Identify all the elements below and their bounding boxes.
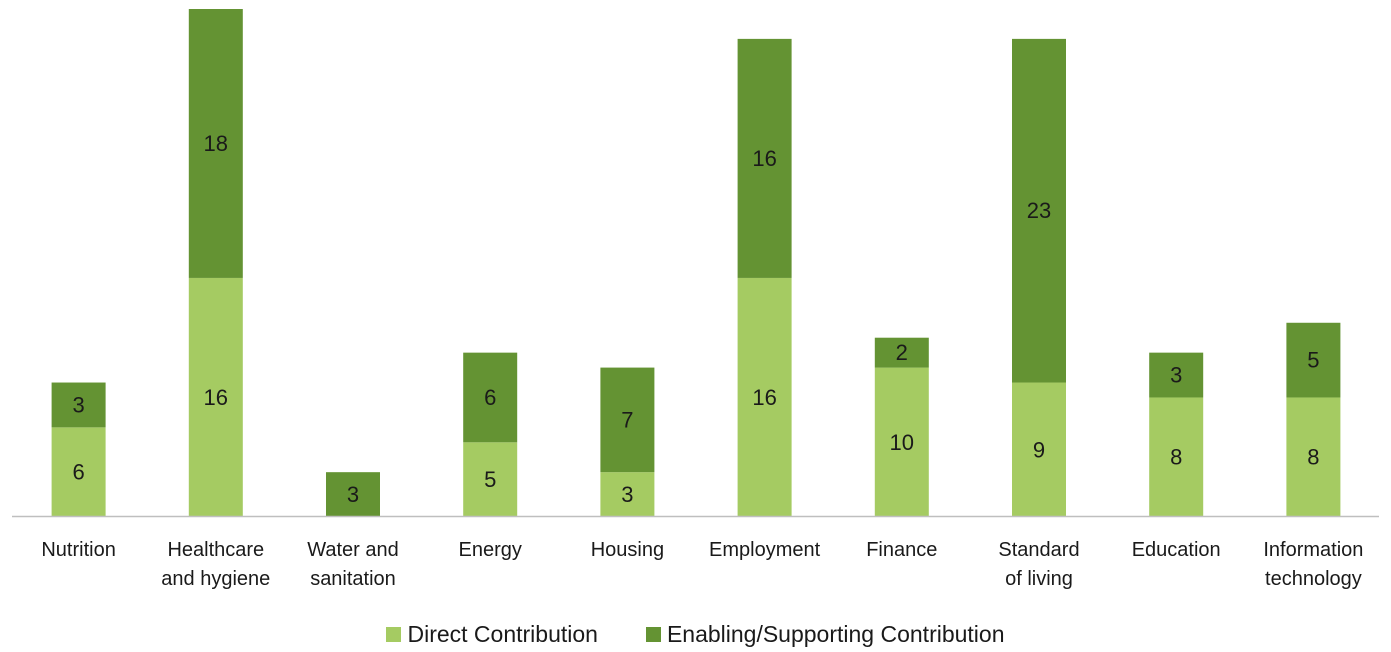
bar-segment-enabling-9 bbox=[1286, 322, 1341, 398]
bar-segment-enabling-3 bbox=[463, 352, 518, 443]
x-tick-label-4: Housing bbox=[591, 539, 664, 561]
x-tick-label-6: Finance bbox=[866, 539, 937, 561]
x-tick-label-0: Nutrition bbox=[41, 539, 115, 561]
data-label-direct-5: 16 bbox=[752, 385, 776, 410]
data-label-enabling-0: 3 bbox=[72, 392, 84, 417]
data-label-direct-0: 6 bbox=[72, 460, 84, 485]
bar-segment-enabling-1 bbox=[188, 9, 243, 278]
legend-swatch-enabling bbox=[645, 626, 661, 642]
bar-segment-direct-4 bbox=[600, 472, 655, 517]
data-label-direct-3: 5 bbox=[484, 467, 496, 492]
bar-segment-enabling-5 bbox=[737, 38, 792, 278]
bar-segment-direct-6 bbox=[874, 367, 929, 517]
x-tick-label-9: Information technology bbox=[1263, 539, 1363, 590]
x-tick-label-line: Housing bbox=[591, 539, 664, 561]
x-tick-label-line: sanitation bbox=[310, 568, 396, 590]
stacked-bar-chart: 6 3 16 18 3 5 6 3 7 16 16 10 2 9 23 8 3 8 5 Nutrition Healt… bbox=[12, 9, 1379, 590]
x-tick-label-line: Finance bbox=[866, 539, 937, 561]
x-tick-label-7: Standard of living bbox=[998, 539, 1079, 590]
x-tick-label-3: Energy bbox=[459, 539, 522, 561]
legend-item-direct: Direct Contribution bbox=[386, 620, 598, 648]
data-label-direct-1: 16 bbox=[204, 385, 228, 410]
data-label-direct-4: 3 bbox=[621, 482, 633, 507]
x-tick-label-8: Education bbox=[1132, 539, 1221, 561]
data-label-enabling-9: 5 bbox=[1307, 348, 1319, 373]
bar-segment-enabling-4 bbox=[600, 367, 655, 473]
data-label-direct-7: 9 bbox=[1033, 437, 1045, 462]
x-tick-label-line: Healthcare bbox=[167, 539, 264, 561]
legend-swatch-direct bbox=[386, 626, 402, 642]
x-tick-label-2: Water and sanitation bbox=[307, 539, 399, 590]
x-tick-label-line: Education bbox=[1132, 539, 1221, 561]
x-tick-label-5: Employment bbox=[709, 539, 821, 561]
data-labels-layer: 6 3 16 18 3 5 6 3 7 16 16 10 2 9 23 8 3 8 5 bbox=[72, 131, 1319, 507]
bar-segment-direct-9 bbox=[1286, 397, 1341, 517]
data-label-enabling-6: 2 bbox=[896, 340, 908, 365]
x-tick-label-line: Nutrition bbox=[41, 539, 115, 561]
data-label-enabling-5: 16 bbox=[752, 146, 776, 171]
bar-segment-enabling-2 bbox=[326, 472, 380, 517]
data-label-enabling-1: 18 bbox=[204, 131, 228, 156]
bars-layer bbox=[51, 9, 1341, 517]
x-tick-labels-layer: Nutrition Healthcare and hygiene Water and s… bbox=[41, 539, 1363, 590]
x-tick-label-line: and hygiene bbox=[161, 568, 270, 590]
x-tick-label-1: Healthcare and hygiene bbox=[161, 539, 270, 590]
data-label-enabling-8: 3 bbox=[1170, 363, 1182, 388]
legend: Direct Contribution Enabling/Supporting … bbox=[0, 616, 1391, 652]
bar-segment-direct-0 bbox=[51, 427, 106, 517]
bar-segment-direct-7 bbox=[1012, 382, 1066, 517]
x-tick-label-line: of living bbox=[1005, 568, 1073, 590]
x-tick-label-line: technology bbox=[1265, 568, 1362, 590]
x-tick-label-line: Information bbox=[1263, 539, 1363, 561]
data-label-enabling-3: 6 bbox=[484, 385, 496, 410]
bar-segment-direct-8 bbox=[1149, 397, 1204, 517]
data-label-direct-8: 8 bbox=[1170, 445, 1182, 470]
bar-segment-direct-5 bbox=[737, 277, 792, 517]
legend-label-enabling: Enabling/Supporting Contribution bbox=[666, 620, 1005, 647]
legend-label-direct: Direct Contribution bbox=[407, 620, 598, 647]
data-label-direct-9: 8 bbox=[1307, 445, 1319, 470]
data-label-direct-6: 10 bbox=[890, 430, 914, 455]
bar-segment-direct-1 bbox=[188, 277, 243, 517]
data-label-enabling-7: 23 bbox=[1027, 198, 1051, 223]
legend-item-enabling: Enabling/Supporting Contribution bbox=[645, 620, 1005, 648]
x-tick-label-line: Energy bbox=[459, 539, 522, 561]
bar-segment-enabling-0 bbox=[51, 382, 106, 428]
x-tick-label-line: Water and bbox=[307, 539, 399, 561]
bar-segment-enabling-8 bbox=[1149, 352, 1204, 398]
data-label-enabling-4: 7 bbox=[621, 407, 633, 432]
bar-segment-direct-3 bbox=[463, 442, 518, 517]
x-tick-label-line: Employment bbox=[709, 539, 821, 561]
bar-segment-enabling-7 bbox=[1012, 38, 1066, 383]
data-label-enabling-2: 3 bbox=[347, 482, 359, 507]
bar-segment-enabling-6 bbox=[874, 337, 929, 368]
x-tick-label-line: Standard bbox=[998, 539, 1079, 561]
